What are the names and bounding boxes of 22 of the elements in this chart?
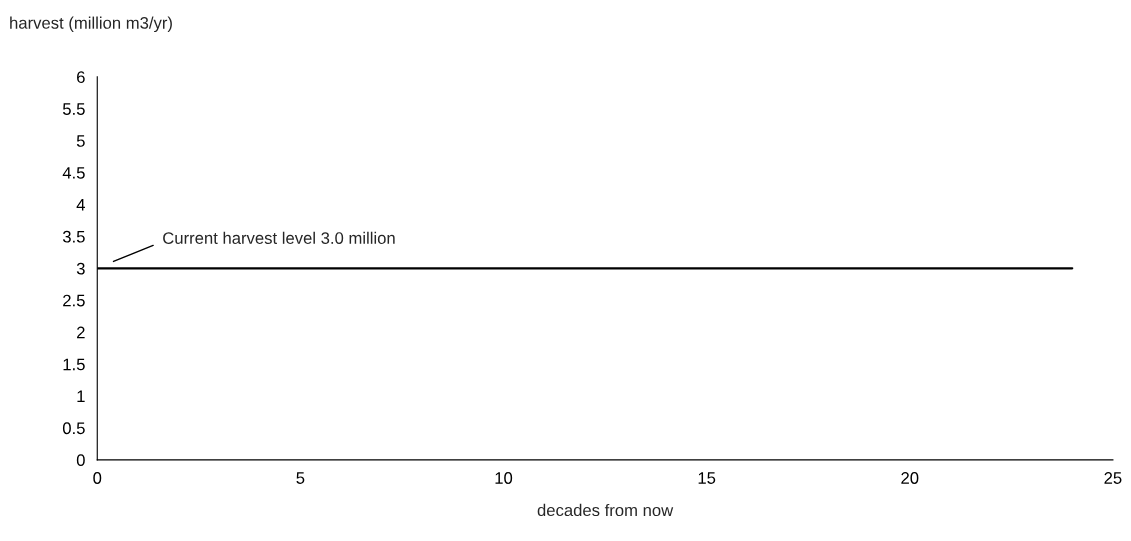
y-tick-label: 3 [76,262,85,275]
x-tick-label: 0 [93,472,102,484]
y-tick-label: 0 [76,454,85,467]
y-tick-label: 3.5 [62,230,85,243]
y-tick-label: 6 [77,71,85,84]
y-tick-label: 1.5 [63,358,85,371]
y-tick-label: 4.5 [62,167,85,179]
y-tick-label: 5.5 [62,103,85,115]
x-tick-label: 20 [901,472,919,484]
annotation: Current harvest level 3.0 million [163,231,395,244]
y-axis-title: harvest (million m3/yr) [10,16,172,33]
y-tick-label: 4 [76,199,85,211]
y-tick-label: 0.5 [62,422,85,435]
x-tick-label: 15 [698,472,716,484]
y-tick-label: 5 [76,135,85,147]
y-tick-label: 2.5 [63,294,85,307]
x-tick-label: 5 [296,472,305,484]
x-axis-title: decades from now [537,503,674,517]
y-tick-label: 1 [77,390,85,403]
x-tick-label: 10 [495,472,513,484]
y-tick-label: 2 [77,326,85,339]
x-tick-label: 25 [1104,472,1122,484]
